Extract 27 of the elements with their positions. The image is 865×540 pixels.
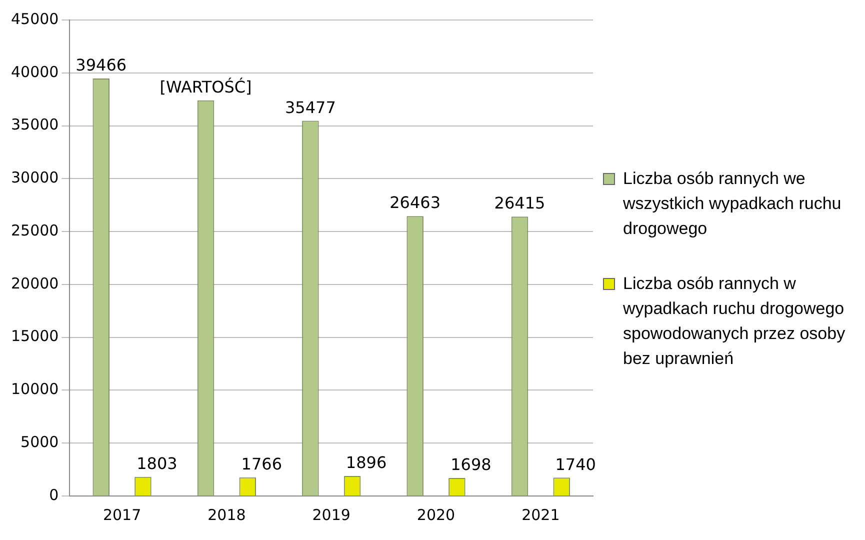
y-tick-label: 20000 bbox=[11, 274, 59, 292]
data-label: 1740 bbox=[555, 454, 596, 474]
x-tick-label: 2019 bbox=[312, 506, 350, 524]
y-tick-label: 0 bbox=[49, 486, 59, 504]
x-tick-label: 2018 bbox=[208, 506, 246, 524]
y-tick-label: 35000 bbox=[11, 116, 59, 134]
legend-label: Liczba osób rannych w wypadkach ruchu drogowego spowodowanych przez osoby bez uprawnień bbox=[623, 272, 846, 370]
data-label: 1698 bbox=[450, 455, 492, 474]
data-label: 39466 bbox=[76, 56, 127, 75]
legend-label: Liczba osób rannych we wszystkich wypadkach ruchu drogowego bbox=[623, 168, 842, 240]
x-tick-label: 2020 bbox=[416, 506, 456, 524]
y-tick-label: 40000 bbox=[11, 62, 59, 81]
data-label: 1766 bbox=[241, 454, 282, 474]
y-tick-label: 25000 bbox=[11, 221, 59, 240]
y-tick-label: 10000 bbox=[11, 380, 59, 398]
data-label: 1896 bbox=[346, 453, 387, 472]
x-tick-label: 2021 bbox=[522, 506, 560, 524]
data-label: 26415 bbox=[494, 194, 546, 213]
y-tick-label: 30000 bbox=[11, 168, 59, 187]
y-tick-label: 45000 bbox=[11, 10, 59, 28]
x-tick-label: 2017 bbox=[102, 506, 142, 524]
y-tick-label: 15000 bbox=[11, 327, 59, 346]
data-label: 1803 bbox=[136, 454, 178, 474]
data-label: 35477 bbox=[284, 98, 336, 117]
y-tick-label: 5000 bbox=[20, 433, 59, 451]
data-label: [WARTOŚĆ] bbox=[160, 78, 252, 97]
data-label: 26463 bbox=[390, 193, 441, 212]
